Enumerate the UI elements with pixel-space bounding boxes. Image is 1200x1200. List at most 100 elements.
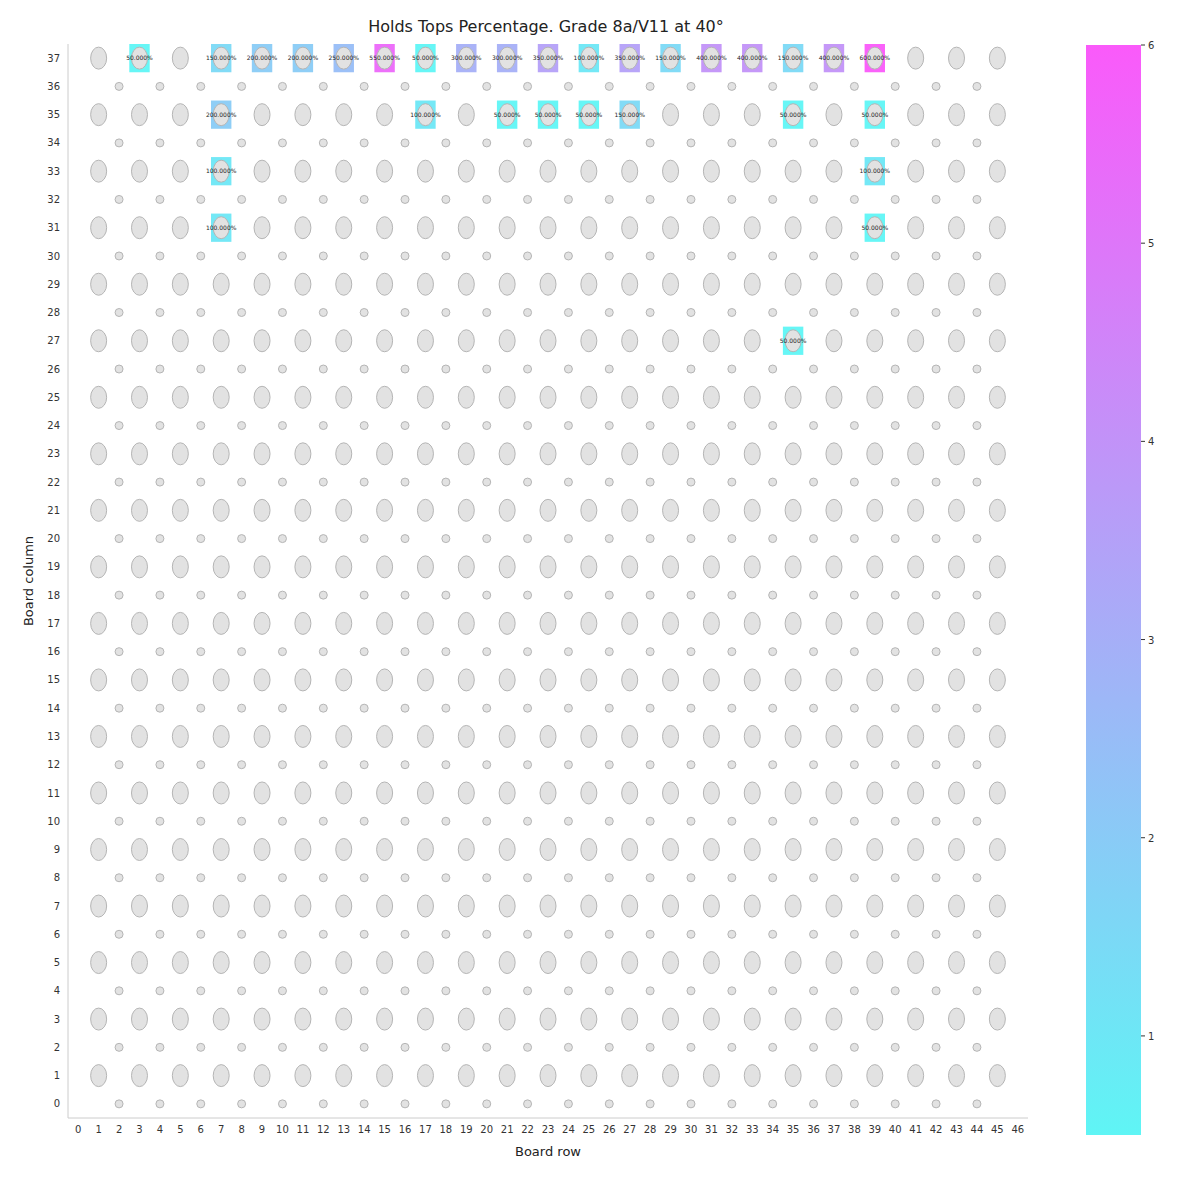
- svg-text:2: 2: [116, 1124, 122, 1135]
- svg-text:250.000%: 250.000%: [328, 54, 359, 61]
- svg-text:34: 34: [47, 137, 60, 148]
- svg-text:27: 27: [47, 335, 60, 346]
- svg-text:50.000%: 50.000%: [412, 54, 439, 61]
- svg-text:Holds Tops Percentage. Grade 8: Holds Tops Percentage. Grade 8a/V11 at 4…: [368, 17, 724, 36]
- svg-text:30: 30: [47, 251, 60, 262]
- svg-text:11: 11: [297, 1124, 310, 1135]
- svg-text:18: 18: [47, 590, 60, 601]
- svg-text:27: 27: [623, 1124, 636, 1135]
- svg-text:300.000%: 300.000%: [492, 54, 523, 61]
- svg-text:1: 1: [95, 1124, 101, 1135]
- svg-text:35: 35: [787, 1124, 800, 1135]
- svg-text:100.000%: 100.000%: [574, 54, 605, 61]
- svg-text:50.000%: 50.000%: [126, 54, 153, 61]
- svg-text:200.000%: 200.000%: [206, 111, 237, 118]
- svg-text:43: 43: [950, 1124, 963, 1135]
- svg-text:9: 9: [259, 1124, 265, 1135]
- svg-text:36: 36: [47, 81, 60, 92]
- svg-text:32: 32: [725, 1124, 738, 1135]
- svg-text:21: 21: [47, 505, 60, 516]
- svg-text:16: 16: [47, 646, 60, 657]
- svg-text:5: 5: [54, 957, 60, 968]
- svg-text:6: 6: [1148, 40, 1154, 51]
- svg-text:100.000%: 100.000%: [206, 224, 237, 231]
- svg-text:23: 23: [47, 448, 60, 459]
- svg-text:7: 7: [54, 901, 60, 912]
- svg-text:50.000%: 50.000%: [494, 111, 521, 118]
- svg-text:16: 16: [399, 1124, 412, 1135]
- svg-text:600.000%: 600.000%: [860, 54, 891, 61]
- svg-text:44: 44: [971, 1124, 984, 1135]
- svg-text:50.000%: 50.000%: [861, 224, 888, 231]
- svg-text:6: 6: [198, 1124, 204, 1135]
- svg-text:45: 45: [991, 1124, 1004, 1135]
- svg-text:10: 10: [276, 1124, 289, 1135]
- svg-text:23: 23: [542, 1124, 555, 1135]
- svg-text:38: 38: [848, 1124, 861, 1135]
- svg-text:17: 17: [419, 1124, 432, 1135]
- svg-text:4: 4: [157, 1124, 163, 1135]
- svg-text:3: 3: [1148, 635, 1154, 646]
- svg-text:13: 13: [337, 1124, 350, 1135]
- svg-text:11: 11: [47, 788, 60, 799]
- svg-text:30: 30: [685, 1124, 698, 1135]
- svg-text:5: 5: [1148, 238, 1154, 249]
- svg-text:50.000%: 50.000%: [780, 337, 807, 344]
- svg-text:4: 4: [1148, 436, 1154, 447]
- svg-text:33: 33: [47, 166, 60, 177]
- svg-text:100.000%: 100.000%: [206, 167, 237, 174]
- svg-text:34: 34: [766, 1124, 779, 1135]
- svg-text:9: 9: [54, 844, 60, 855]
- svg-text:1: 1: [1148, 1031, 1154, 1042]
- svg-text:6: 6: [54, 929, 60, 940]
- svg-text:8: 8: [54, 872, 60, 883]
- svg-text:300.000%: 300.000%: [451, 54, 482, 61]
- svg-text:150.000%: 150.000%: [655, 54, 686, 61]
- svg-text:150.000%: 150.000%: [778, 54, 809, 61]
- svg-text:24: 24: [47, 420, 60, 431]
- svg-text:36: 36: [807, 1124, 820, 1135]
- svg-text:24: 24: [562, 1124, 575, 1135]
- svg-text:100.000%: 100.000%: [410, 111, 441, 118]
- svg-text:12: 12: [47, 759, 60, 770]
- svg-text:1: 1: [54, 1070, 60, 1081]
- svg-text:33: 33: [746, 1124, 759, 1135]
- svg-text:39: 39: [868, 1124, 881, 1135]
- svg-text:21: 21: [501, 1124, 514, 1135]
- svg-text:50.000%: 50.000%: [535, 111, 562, 118]
- svg-text:400.000%: 400.000%: [696, 54, 727, 61]
- svg-text:550.000%: 550.000%: [369, 54, 400, 61]
- svg-text:31: 31: [47, 222, 60, 233]
- svg-text:7: 7: [218, 1124, 224, 1135]
- svg-text:29: 29: [664, 1124, 677, 1135]
- svg-text:150.000%: 150.000%: [614, 111, 645, 118]
- svg-text:19: 19: [460, 1124, 473, 1135]
- svg-text:100.000%: 100.000%: [860, 167, 891, 174]
- svg-text:5: 5: [177, 1124, 183, 1135]
- svg-text:32: 32: [47, 194, 60, 205]
- svg-text:50.000%: 50.000%: [780, 111, 807, 118]
- svg-text:14: 14: [47, 703, 60, 714]
- svg-text:3: 3: [136, 1124, 142, 1135]
- svg-text:26: 26: [603, 1124, 616, 1135]
- svg-text:350.000%: 350.000%: [533, 54, 564, 61]
- svg-text:3: 3: [54, 1014, 60, 1025]
- svg-text:22: 22: [521, 1124, 534, 1135]
- svg-text:41: 41: [909, 1124, 922, 1135]
- svg-text:150.000%: 150.000%: [206, 54, 237, 61]
- svg-text:200.000%: 200.000%: [288, 54, 319, 61]
- svg-text:50.000%: 50.000%: [861, 111, 888, 118]
- svg-text:15: 15: [378, 1124, 391, 1135]
- svg-text:Board column: Board column: [21, 536, 36, 626]
- svg-text:8: 8: [238, 1124, 244, 1135]
- svg-text:37: 37: [47, 53, 60, 64]
- svg-text:10: 10: [47, 816, 60, 827]
- svg-text:28: 28: [644, 1124, 657, 1135]
- svg-text:15: 15: [47, 674, 60, 685]
- svg-text:46: 46: [1011, 1124, 1024, 1135]
- svg-text:17: 17: [47, 618, 60, 629]
- svg-text:18: 18: [440, 1124, 453, 1135]
- svg-text:0: 0: [54, 1098, 60, 1109]
- svg-text:50.000%: 50.000%: [575, 111, 602, 118]
- svg-text:12: 12: [317, 1124, 330, 1135]
